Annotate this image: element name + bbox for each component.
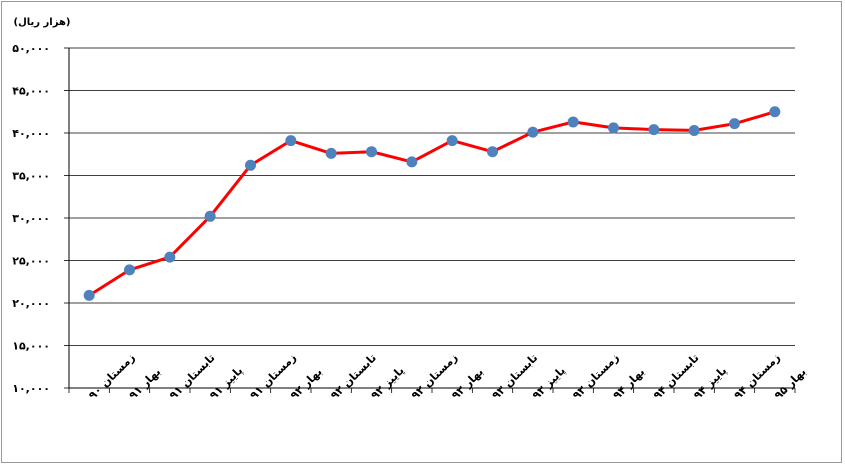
x-tick-label: بهار ۹۴ [610, 365, 647, 402]
y-tick-label: ۴۰,۰۰۰ [12, 127, 50, 140]
x-tick-label: بهار ۹۱ [126, 365, 163, 402]
data-point [124, 264, 135, 276]
data-point [769, 106, 781, 118]
data-point [487, 146, 498, 158]
y-tick-label: ۲۰,۰۰۰ [12, 297, 50, 310]
data-points [83, 106, 781, 301]
x-tick-label: بهار ۹۳ [449, 365, 486, 402]
data-point [608, 122, 619, 134]
data-point [164, 251, 176, 263]
data-point [83, 289, 95, 301]
data-point [729, 118, 740, 130]
gridlines [64, 47, 796, 393]
unit-label: (هزار ریال) [14, 17, 71, 28]
x-tick-label: پاییز ۹۴ [691, 364, 729, 402]
x-tick-label: بهار ۹۲ [288, 365, 325, 402]
y-axis-tick-labels: ۱۰,۰۰۰ ۱۵,۰۰۰ ۲۰,۰۰۰ ۲۵,۰۰۰ ۳۰,۰۰۰ ۳۵,۰۰۰ ۴۰,۰… [12, 42, 50, 395]
x-tick-label: پاییز ۹۲ [368, 364, 406, 402]
data-point [366, 146, 377, 158]
y-tick-label: ۵۰,۰۰۰ [12, 42, 50, 55]
y-tick-label: ۳۰,۰۰۰ [12, 212, 50, 225]
x-tick-label: پاییز ۹۱ [207, 364, 245, 402]
series-polyline [88, 110, 776, 297]
y-tick-label: ۲۵,۰۰۰ [12, 255, 50, 268]
data-point [325, 147, 337, 159]
x-tick-label: بهار ۹۵ [772, 365, 809, 402]
data-point [285, 135, 297, 147]
data-point [567, 116, 579, 128]
y-tick-label: ۱۵,۰۰۰ [12, 340, 50, 353]
x-tick-label: پاییز ۹۳ [530, 364, 568, 402]
data-point [245, 159, 256, 171]
y-tick-label: ۳۵,۰۰۰ [12, 170, 50, 183]
y-tick-label: ۱۰,۰۰۰ [12, 382, 50, 395]
data-point [406, 156, 418, 168]
data-point [204, 210, 216, 222]
y-tick-label: ۴۵,۰۰۰ [12, 85, 50, 98]
data-point [527, 126, 539, 138]
data-point [446, 135, 458, 147]
series-line [88, 110, 776, 297]
data-point [688, 124, 700, 136]
data-point [648, 124, 660, 136]
